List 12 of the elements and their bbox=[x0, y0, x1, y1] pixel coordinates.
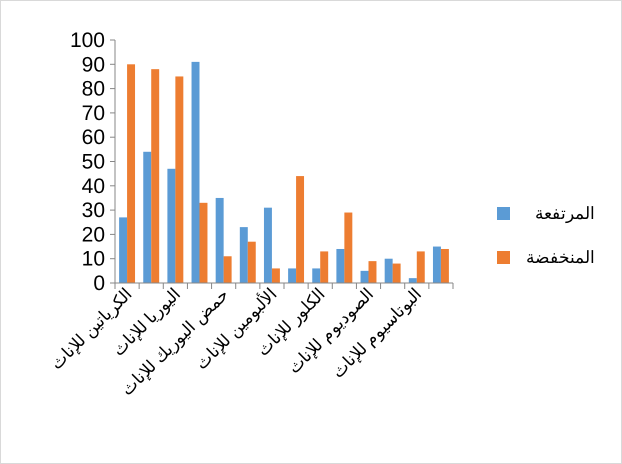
legend-label: المرتفعة bbox=[535, 204, 595, 224]
y-tick-label: 100 bbox=[70, 29, 105, 52]
legend-label: المنخفضة bbox=[526, 248, 595, 267]
y-tick-label: 30 bbox=[82, 199, 105, 222]
y-tick-label: 50 bbox=[82, 150, 105, 174]
y-tick-label: 40 bbox=[82, 174, 105, 198]
y-tick-label: 90 bbox=[82, 53, 105, 76]
y-tick-label: 10 bbox=[82, 248, 105, 271]
y-tick-label: 70 bbox=[82, 102, 105, 125]
y-tick-label: 80 bbox=[82, 78, 105, 101]
y-tick-label: 60 bbox=[82, 126, 105, 150]
y-tick-label: 20 bbox=[82, 223, 105, 246]
